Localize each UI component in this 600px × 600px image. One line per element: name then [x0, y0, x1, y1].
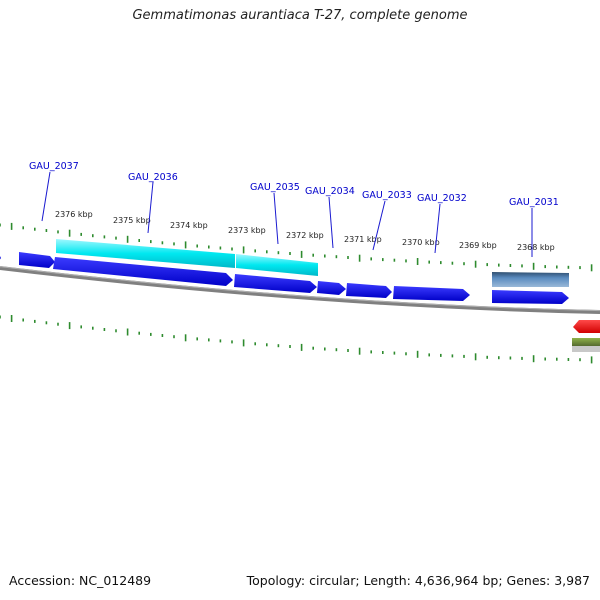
genome-backbone	[0, 266, 600, 314]
gene-label-gau-2036: GAU_2036	[128, 172, 178, 183]
leader-gau-2036	[147, 181, 154, 234]
leader-gau-2035	[273, 192, 279, 245]
map-title: Gemmatimonas aurantiaca T-27, complete g…	[132, 8, 468, 23]
gene-label-gau-2037: GAU_2037	[29, 161, 79, 172]
genome-backbone-highlight	[0, 266, 600, 312]
scale-label: 2373 kbp	[228, 226, 266, 235]
accession-text: Accession: NC_012489	[9, 573, 152, 588]
scale-label: 2374 kbp	[170, 221, 208, 230]
cds-arrow-gau-2031	[492, 290, 569, 304]
cyan-feature-2	[236, 254, 318, 276]
cds-arrow-gau-2035	[234, 274, 317, 293]
scale-label: 2371 kbp	[344, 235, 382, 244]
scale-label: 2369 kbp	[459, 241, 497, 250]
scale-label: 2368 kbp	[517, 243, 555, 252]
leader-gau-2037	[41, 171, 51, 222]
scale-label: 2370 kbp	[402, 238, 440, 247]
scale-label: 2376 kbp	[55, 210, 93, 219]
gene-label-gau-2032: GAU_2032	[417, 193, 467, 204]
cds-arrow-gau-2036	[53, 257, 233, 286]
gene-label-gau-2031: GAU_2031	[509, 197, 559, 208]
cds-arrow-gau-2034	[317, 281, 346, 295]
scale-labels: 2376 kbp 2375 kbp 2374 kbp 2373 kbp 2372…	[55, 210, 555, 252]
cyan-feature-1	[56, 239, 235, 268]
leader-gau-2032	[434, 203, 441, 254]
cds-arrow-gau-2033	[346, 283, 392, 298]
olive-feature	[572, 338, 600, 346]
grey-feature	[572, 346, 600, 352]
genome-summary-text: Topology: circular; Length: 4,636,964 bp…	[246, 573, 590, 588]
gene-label-gau-2034: GAU_2034	[305, 186, 355, 197]
gene-label-gau-2035: GAU_2035	[250, 182, 300, 193]
reverse-cds-arrow	[573, 320, 600, 333]
cds-arrow-gau-2032	[393, 286, 470, 301]
gene-labels: GAU_2037 GAU_2036 GAU_2035 GAU_2034 GAU_…	[29, 161, 559, 208]
gene-label-gau-2033: GAU_2033	[362, 190, 412, 201]
outer-scale-ticks	[0, 222, 593, 272]
leader-gau-2033	[372, 200, 386, 251]
scale-label: 2375 kbp	[113, 216, 151, 225]
leader-gau-2034	[328, 196, 334, 249]
inner-scale-ticks	[0, 315, 593, 364]
cds-arrow	[0, 256, 1, 260]
cds-arrow-gau-2037	[19, 252, 55, 268]
scale-label: 2372 kbp	[286, 231, 324, 240]
gene-label-leaders	[41, 171, 533, 257]
steel-feature	[492, 272, 569, 287]
